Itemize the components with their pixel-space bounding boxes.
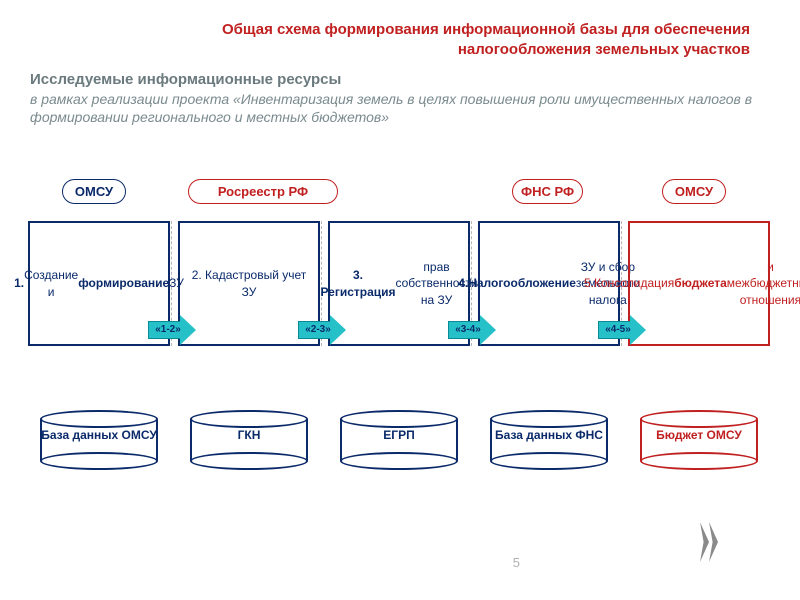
- database-cylinder-3: ЕГРП: [340, 410, 458, 470]
- database-label: ГКН: [190, 428, 308, 442]
- database-label: База данных ОМСУ: [40, 428, 158, 442]
- database-cylinder-5: Бюджет ОМСУ: [640, 410, 758, 470]
- subtitle-italic: в рамках реализации проекта «Инвентариза…: [0, 88, 800, 132]
- flow-arrow-2: «2-3»: [298, 315, 346, 345]
- slide-title: Общая схема формирования информационной …: [0, 0, 800, 63]
- database-label: База данных ФНС: [490, 428, 608, 442]
- title-line-2: налогообложения земельных участков: [458, 41, 750, 58]
- arrow-label: «4-5»: [594, 324, 642, 335]
- database-label: ЕГРП: [340, 428, 458, 442]
- subtitle: Исследуемые информационные ресурсы: [0, 63, 800, 88]
- database-label: Бюджет ОМСУ: [640, 428, 758, 442]
- arrow-label: «2-3»: [294, 324, 342, 335]
- flow-arrow-4: «4-5»: [598, 315, 646, 345]
- group-pill: Росреестр РФ: [188, 179, 338, 204]
- database-cylinder-2: ГКН: [190, 410, 308, 470]
- database-cylinder-1: База данных ОМСУ: [40, 410, 158, 470]
- process-box-5: 5.Консолидация бюджета и межбюджетные от…: [628, 221, 770, 346]
- group-pill: ОМСУ: [62, 179, 126, 204]
- page-number: 5: [513, 555, 520, 570]
- group-pill: ОМСУ: [662, 179, 726, 204]
- title-line-1: Общая схема формирования информационной …: [222, 21, 750, 38]
- database-cylinder-4: База данных ФНС: [490, 410, 608, 470]
- flow-diagram: ОМСУРосреестр РФФНС РФОМСУ1. Создание и …: [28, 175, 772, 555]
- arrow-label: «1-2»: [144, 324, 192, 335]
- flow-arrow-1: «1-2»: [148, 315, 196, 345]
- chevron-icon: [700, 522, 728, 562]
- flow-arrow-3: «3-4»: [448, 315, 496, 345]
- arrow-label: «3-4»: [444, 324, 492, 335]
- group-pill: ФНС РФ: [512, 179, 583, 204]
